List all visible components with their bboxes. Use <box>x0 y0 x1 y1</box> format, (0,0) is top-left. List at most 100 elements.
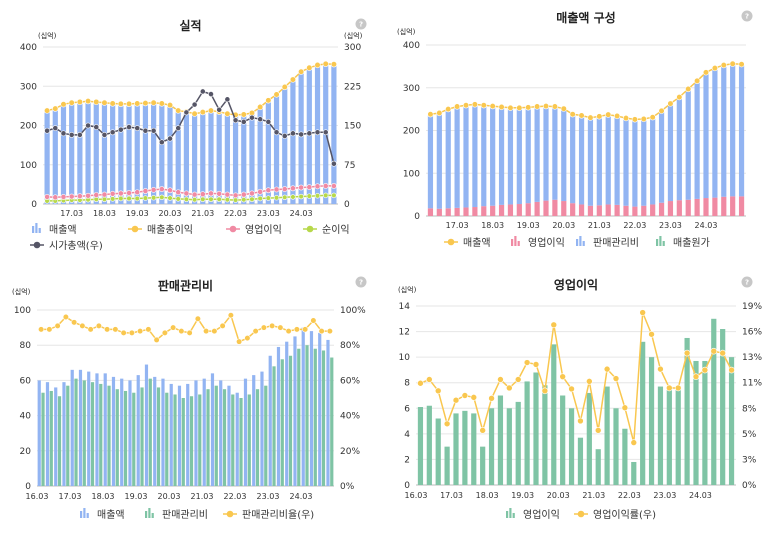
gross-profit-point <box>265 97 272 104</box>
operating-profit-point <box>314 183 321 190</box>
x-tick-label: 16.03 <box>405 491 428 500</box>
bar-revenue <box>169 383 173 486</box>
legend-item-4: 시가총액(우) <box>30 240 103 252</box>
operating-profit-point <box>175 189 182 196</box>
bars-layer <box>427 64 745 216</box>
bar-operating-profit <box>542 385 548 485</box>
x-tick-label: 18.03 <box>481 221 504 230</box>
legend-swatch <box>662 241 665 246</box>
bar-revenue <box>186 383 190 486</box>
legend-item-2: 판매관리비 <box>576 236 639 249</box>
market-cap-point <box>281 133 288 139</box>
operating-profit-point <box>126 190 132 196</box>
legend-swatch <box>38 228 41 233</box>
bar-sga <box>632 120 638 207</box>
net-income-point <box>306 193 313 199</box>
x-tick-label: 16.03 <box>26 492 49 501</box>
gross-profit-point <box>93 98 100 106</box>
bar-revenue <box>252 375 256 486</box>
sga-ratio-point <box>178 328 185 335</box>
bar-revenue <box>175 111 181 204</box>
bar-sga <box>516 108 522 205</box>
bar-sga <box>321 350 326 486</box>
x-tick-label: 19.03 <box>125 492 148 501</box>
bar-operating-profit <box>694 198 700 216</box>
operating-profit-point <box>208 190 214 197</box>
operating-profit-point <box>109 190 116 197</box>
x-tick-label: 19.03 <box>126 209 149 218</box>
bar-operating-profit <box>730 196 736 216</box>
gross-profit-point <box>60 101 67 108</box>
bars-layer <box>417 318 735 485</box>
bar-operating-profit <box>444 446 450 485</box>
bar-revenue <box>276 346 281 486</box>
y2-tick-label: 100% <box>340 306 366 316</box>
x-tick-label: 20.03 <box>552 221 575 230</box>
gross-profit-point <box>166 101 174 109</box>
operating-profit-point <box>273 186 280 193</box>
bar-operating-profit <box>453 413 459 485</box>
net-income-point <box>241 196 247 203</box>
revenue-point <box>702 69 710 76</box>
y-tick-label: 2 <box>404 455 410 465</box>
net-income-point <box>224 196 231 203</box>
legend-label: 매출원가 <box>673 237 710 249</box>
sga-ratio-point <box>62 313 69 321</box>
market-cap-point <box>183 109 190 116</box>
legend-item-0: 매출액 <box>80 508 125 521</box>
bar-sga <box>738 65 745 197</box>
market-cap-point <box>290 130 296 137</box>
legend-swatch <box>576 239 579 246</box>
operating-margin-point <box>701 366 709 374</box>
bar-revenue <box>69 103 75 204</box>
bar-operating-profit <box>675 386 681 485</box>
bar-sga <box>570 115 576 204</box>
legend-swatch <box>306 225 314 233</box>
operating-profit-point <box>52 194 59 201</box>
bar-operating-profit <box>738 196 745 216</box>
market-cap-point <box>199 88 206 95</box>
operating-profit-point <box>183 190 190 197</box>
bar-revenue <box>95 373 99 486</box>
revenue-point <box>560 105 567 112</box>
revenue-point <box>622 115 630 122</box>
gross-profit-point <box>240 111 247 118</box>
bar-sga <box>90 382 95 486</box>
net-income-point <box>126 195 132 202</box>
operating-margin-point <box>692 373 700 380</box>
y-tick-label: 300 <box>403 84 420 94</box>
legend-label: 순이익 <box>322 224 350 236</box>
bar-sga <box>534 107 540 202</box>
bar-revenue <box>318 332 322 486</box>
bar-sga <box>165 392 169 486</box>
bar-operating-profit <box>622 428 628 485</box>
bar-revenue <box>78 369 83 486</box>
chart-title: 영업이익 <box>554 277 598 292</box>
bar-sga <box>272 366 276 486</box>
revenue-point <box>525 104 532 111</box>
bar-sga <box>587 118 594 206</box>
gross-profit-point <box>306 64 313 71</box>
legend-swatch <box>506 511 509 518</box>
net-income-point <box>134 195 140 202</box>
market-cap-point <box>68 132 75 138</box>
bar-revenue <box>183 112 190 204</box>
legend-swatch <box>511 239 514 246</box>
revenue-point <box>685 85 692 93</box>
sga-ratio-point <box>302 326 309 333</box>
gross-profit-point <box>142 100 149 107</box>
net-income-point <box>298 193 304 200</box>
revenue-composition-chart-panel: 매출액 구성 (십억)? 0 100 200 300 400 17.03 18.03 19.03 2… <box>386 0 773 270</box>
y2-tick-label: 0 <box>344 200 350 210</box>
legend-item-0: 영업이익 <box>506 508 560 521</box>
market-cap-point <box>76 132 83 138</box>
bar-operating-profit <box>720 329 726 485</box>
bar-revenue <box>52 109 58 204</box>
operating-margin-point <box>514 376 522 383</box>
y-tick-label: 20 <box>20 447 32 457</box>
net-income-point <box>175 196 181 202</box>
legend-swatch <box>656 239 659 246</box>
bar-operating-profit <box>684 337 690 485</box>
bar-revenue <box>331 65 337 205</box>
help-icon-glyph: ? <box>745 279 749 287</box>
